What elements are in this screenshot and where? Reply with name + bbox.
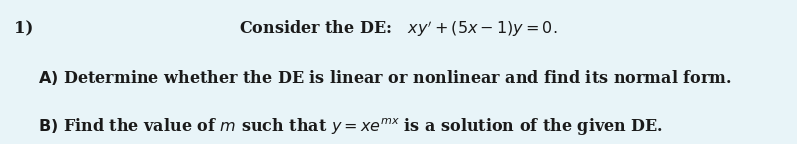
Text: Consider the DE:   $xy' + (5x - 1)y = 0.$: Consider the DE: $xy' + (5x - 1)y = 0.$ xyxy=(239,19,558,39)
Text: $\bf{A)}$ Determine whether the DE is linear or nonlinear and find its normal fo: $\bf{A)}$ Determine whether the DE is li… xyxy=(38,68,732,87)
Text: 1): 1) xyxy=(14,20,33,37)
Text: $\bf{B)}$ Find the value of $m$ such that $y = xe^{mx}$ is a solution of the giv: $\bf{B)}$ Find the value of $m$ such tha… xyxy=(38,116,663,137)
